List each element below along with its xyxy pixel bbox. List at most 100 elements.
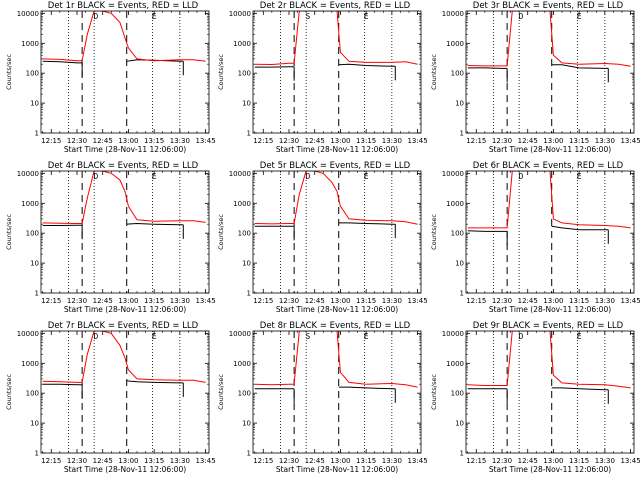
x-tick-label: 13:45 — [620, 137, 640, 145]
x-tick-label: 13:00 — [543, 457, 563, 465]
y-tick-label: 100 — [238, 230, 251, 238]
lld-line — [42, 11, 206, 62]
x-tick-label: 13:45 — [620, 457, 640, 465]
event-marker-label: D — [305, 172, 310, 181]
x-axis-title: Start Time (28-Nov-11 12:06:00) — [64, 465, 186, 474]
y-tick-label: 10000 — [17, 10, 39, 18]
x-tick-label: 13:00 — [118, 137, 138, 145]
x-tick-label: 12:45 — [305, 137, 325, 145]
chart-title: Det 6r BLACK = Events, RED = LLD — [473, 161, 624, 171]
x-axis-title: Start Time (28-Nov-11 12:06:00) — [276, 305, 398, 314]
x-axis-title: Start Time (28-Nov-11 12:06:00) — [489, 145, 611, 154]
event-marker-label: E — [364, 332, 369, 341]
y-tick-label: 100 — [238, 70, 251, 78]
y-tick-label: 1000 — [21, 40, 39, 48]
x-tick-label: 13:15 — [356, 137, 376, 145]
y-tick-label: 10000 — [229, 330, 251, 338]
x-tick-label: 13:45 — [407, 457, 427, 465]
x-tick-label: 13:45 — [407, 137, 427, 145]
events-line — [42, 383, 83, 386]
chart-title: Det 9r BLACK = Events, RED = LLD — [473, 321, 624, 331]
x-tick-label: 13:30 — [595, 137, 615, 145]
plot-frame — [252, 10, 422, 134]
y-axis-title: Counts/sec — [430, 374, 438, 410]
events-line — [467, 67, 508, 69]
y-tick-label: 1 — [35, 450, 39, 458]
y-tick-label: 1000 — [21, 360, 39, 368]
y-axis-title: Counts/sec — [217, 214, 225, 250]
y-tick-label: 1 — [35, 130, 39, 138]
event-marker-label: E — [577, 332, 582, 341]
event-marker-label: D — [93, 172, 98, 181]
x-tick-label: 13:45 — [195, 457, 215, 465]
chart-panel: Det 8r BLACK = Events, RED = LLD 1 10 100 10… — [217, 321, 428, 474]
event-marker-label: E — [364, 12, 369, 21]
y-tick-label: 100 — [26, 390, 39, 398]
x-tick-label: 12:15 — [253, 457, 273, 465]
chart-title: Det 5r BLACK = Events, RED = LLD — [260, 161, 411, 171]
lld-line — [467, 171, 631, 229]
y-tick-label: 1000 — [233, 200, 251, 208]
y-tick-label: 10 — [242, 260, 251, 268]
plot-frame — [252, 330, 422, 454]
x-tick-label: 12:15 — [41, 457, 61, 465]
y-tick-label: 100 — [26, 230, 39, 238]
y-tick-label: 1 — [460, 450, 464, 458]
plot-area — [254, 11, 418, 81]
event-marker-label: E — [577, 172, 582, 181]
x-tick-label: 13:45 — [407, 297, 427, 305]
y-tick-label: 10000 — [442, 170, 464, 178]
y-tick-label: 1000 — [233, 360, 251, 368]
event-marker-label: D — [518, 172, 523, 181]
event-marker-label: E — [152, 332, 157, 341]
chart-panel: Det 6r BLACK = Events, RED = LLD 1 10 100 10… — [430, 161, 640, 314]
x-tick-label: 12:30 — [67, 457, 87, 465]
x-axis-title: Start Time (28-Nov-11 12:06:00) — [64, 145, 186, 154]
events-line — [467, 230, 508, 232]
x-tick-label: 13:00 — [543, 137, 563, 145]
plot-frame — [252, 170, 422, 294]
x-tick-label: 13:15 — [356, 457, 376, 465]
x-tick-label: 13:30 — [382, 137, 402, 145]
chart-panel: Det 9r BLACK = Events, RED = LLD 1 10 100 10… — [430, 321, 640, 474]
x-axis-title: Start Time (28-Nov-11 12:06:00) — [276, 465, 398, 474]
chart-panel: Det 3r BLACK = Events, RED = LLD 1 10 100 10… — [430, 1, 640, 154]
x-tick-label: 13:00 — [118, 457, 138, 465]
x-tick-label: 12:45 — [518, 137, 538, 145]
plot-frame — [40, 170, 210, 294]
y-tick-label: 100 — [238, 390, 251, 398]
lld-line — [254, 171, 418, 225]
y-tick-label: 10 — [455, 420, 464, 428]
y-axis-title: Counts/sec — [5, 214, 13, 250]
y-tick-label: 1 — [460, 290, 464, 298]
lld-line — [254, 11, 418, 66]
x-tick-label: 12:45 — [93, 137, 113, 145]
x-tick-label: 13:30 — [382, 297, 402, 305]
event-marker-label: E — [364, 172, 369, 181]
x-tick-label: 12:30 — [279, 137, 299, 145]
event-marker-label: E — [152, 172, 157, 181]
chart-panel: Det 2r BLACK = Events, RED = LLD 1 10 100 10… — [217, 1, 428, 154]
y-tick-label: 10 — [242, 100, 251, 108]
x-tick-label: 12:45 — [305, 297, 325, 305]
y-tick-label: 10000 — [229, 10, 251, 18]
chart-title: Det 4r BLACK = Events, RED = LLD — [48, 161, 199, 171]
chart-panel: Det 5r BLACK = Events, RED = LLD 1 10 100 10… — [217, 161, 428, 314]
x-tick-label: 13:15 — [144, 457, 164, 465]
y-tick-label: 10000 — [442, 10, 464, 18]
x-tick-label: 13:15 — [569, 457, 589, 465]
plot-area — [467, 331, 631, 404]
event-marker-label: E — [577, 12, 582, 21]
x-tick-label: 13:15 — [569, 137, 589, 145]
y-tick-label: 100 — [451, 230, 464, 238]
lld-line — [254, 331, 418, 388]
x-tick-label: 13:30 — [170, 137, 190, 145]
x-axis-title: Start Time (28-Nov-11 12:06:00) — [276, 145, 398, 154]
plot-area — [254, 331, 418, 403]
x-tick-label: 12:15 — [253, 297, 273, 305]
plot-frame — [40, 10, 210, 134]
y-tick-label: 1000 — [446, 360, 464, 368]
y-tick-label: 100 — [451, 70, 464, 78]
event-marker-label: S — [305, 12, 310, 21]
